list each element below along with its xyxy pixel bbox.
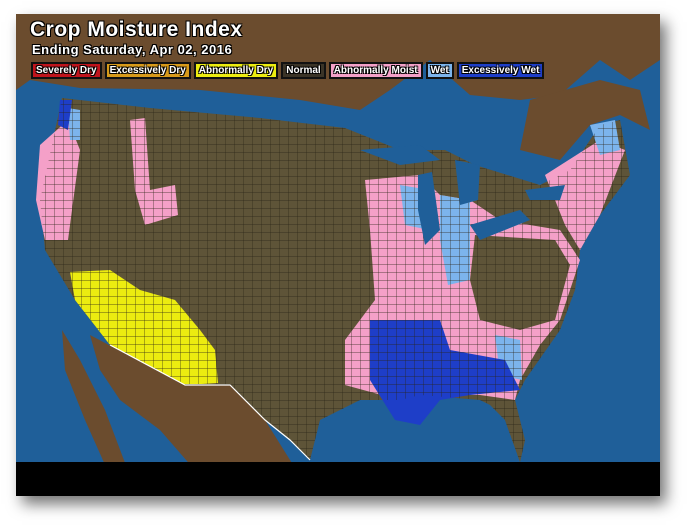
us-mexico-border xyxy=(109,344,311,461)
legend-abnormally-dry: Abnormally Dry xyxy=(193,62,279,79)
legend-excessively-wet: Excessively Wet xyxy=(456,62,545,79)
map-frame: Crop Moisture Index Ending Saturday, Apr… xyxy=(16,14,660,496)
canada-east xyxy=(520,80,650,160)
legend-wet: Wet xyxy=(425,62,454,79)
legend-severely-dry: Severely Dry xyxy=(31,62,102,79)
legend-abnormally-moist: Abnormally Moist xyxy=(328,62,423,79)
crop-moisture-map xyxy=(16,14,660,476)
legend-excessively-dry: Excessively Dry xyxy=(104,62,191,79)
legend: Severely Dry Excessively Dry Abnormally … xyxy=(31,62,545,79)
map-subtitle: Ending Saturday, Apr 02, 2016 xyxy=(32,42,233,57)
great-lakes xyxy=(360,145,565,245)
legend-normal: Normal xyxy=(281,62,326,79)
bottom-bar xyxy=(16,462,660,476)
mexico xyxy=(62,330,300,476)
map-title: Crop Moisture Index xyxy=(30,18,243,41)
